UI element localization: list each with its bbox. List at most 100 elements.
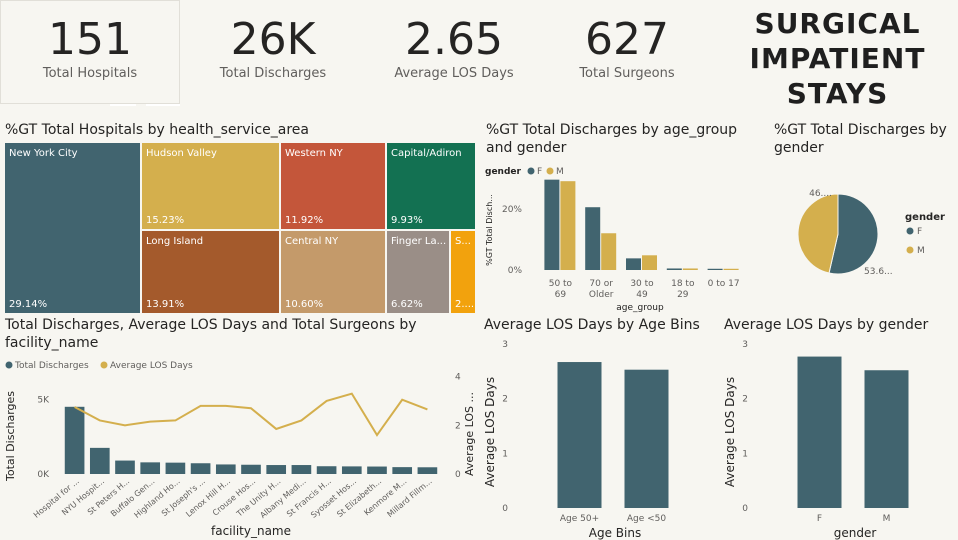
gender-los-chart-title: Average LOS Days by gender xyxy=(724,317,929,333)
bar-total-discharges xyxy=(417,467,438,474)
x-tick-label: 29 xyxy=(677,290,689,300)
treemap-cell-label: Capital/Adiron xyxy=(391,148,462,159)
bar-f xyxy=(666,268,682,270)
x-tick-label: Older xyxy=(589,290,614,300)
bar-m xyxy=(601,233,617,270)
y-tick-label-left: 0K xyxy=(37,470,50,480)
kpi-label: Total Discharges xyxy=(219,66,327,81)
legend-marker-m xyxy=(546,167,554,175)
bar-f xyxy=(626,258,641,270)
bar-f xyxy=(707,268,723,270)
treemap-cell[interactable]: Finger La... 6.62% xyxy=(386,230,450,314)
treemap-cell-value: 6.62% xyxy=(391,299,423,310)
title-line: IMPATIENT xyxy=(749,42,926,75)
facility-combo-chart[interactable]: Total Discharges Average LOS Days 0K 5K 0 2 4 T… xyxy=(0,354,476,540)
y-tick-label: 0 xyxy=(742,504,748,514)
legend-label: Total Discharges xyxy=(14,361,89,371)
legend-label: F xyxy=(537,167,542,177)
y-tick-label-left: 5K xyxy=(37,395,50,405)
kpi-total-surgeons: 627 Total Surgeons xyxy=(547,14,707,82)
y-axis-label-left: Total Discharges xyxy=(4,391,17,482)
treemap-cell[interactable]: Central NY 10.60% xyxy=(280,230,386,314)
treemap-cell-label: Hudson Valley xyxy=(146,148,217,159)
y-tick-label: 20% xyxy=(502,205,522,215)
treemap-cell[interactable]: Hudson Valley 15.23% xyxy=(141,142,280,230)
legend-label: M xyxy=(556,167,564,177)
y-tick-label: 0% xyxy=(508,266,523,276)
x-tick-label: M xyxy=(883,514,891,524)
bar-total-discharges xyxy=(64,406,85,474)
x-axis-label: gender xyxy=(834,526,877,540)
kpi-total-hospitals: 151 Total Hospitals xyxy=(10,14,170,82)
treemap-cell-value: 2.... xyxy=(455,299,475,310)
bar-total-discharges xyxy=(392,467,413,474)
kpi-value: 26K xyxy=(230,14,316,65)
title-line: STAYS xyxy=(786,77,889,110)
bar-total-discharges xyxy=(266,465,287,474)
kpi-total-discharges: 26K Total Discharges xyxy=(193,14,353,82)
age-bins-bar-chart[interactable]: 0 1 2 3 Average LOS Days Age 50+ Age <50 Age Bi… xyxy=(480,332,716,540)
bar-total-discharges xyxy=(341,466,362,474)
treemap-cell[interactable]: Capital/Adiron 9.93% xyxy=(386,142,476,230)
pie-data-label: 46.... xyxy=(809,189,832,199)
treemap-cell-label: Finger La... xyxy=(391,236,447,247)
legend-title: gender xyxy=(485,167,522,177)
treemap-cell[interactable]: New York City 29.14% xyxy=(4,142,141,314)
legend-label: Average LOS Days xyxy=(110,361,193,371)
bar-total-discharges xyxy=(215,464,236,474)
x-axis-label: age_group xyxy=(616,303,664,313)
bar-total-discharges xyxy=(316,466,337,474)
tab-marker xyxy=(110,104,136,106)
kpi-average-los: 2.65 Average LOS Days xyxy=(374,14,534,82)
line-average-los xyxy=(74,392,428,437)
kpi-value: 2.65 xyxy=(405,14,503,65)
treemap-title: %GT Total Hospitals by health_service_ar… xyxy=(5,122,309,138)
x-tick-label: F xyxy=(817,514,822,524)
bar xyxy=(864,370,909,508)
x-tick-label: 70 or xyxy=(589,279,613,289)
treemap-cell-value: 29.14% xyxy=(9,299,48,310)
bar-m xyxy=(682,268,698,270)
x-tick-label: 30 to xyxy=(630,279,654,289)
legend-marker-los xyxy=(100,361,108,369)
legend-label: F xyxy=(917,227,922,237)
title-line: SURGICAL xyxy=(754,7,921,40)
bar-f xyxy=(585,207,601,270)
legend-marker-f xyxy=(527,167,535,175)
treemap-chart[interactable]: New York City 29.14% Hudson Valley 15.23% Lo… xyxy=(4,142,476,314)
y-axis-label: Average LOS Days xyxy=(483,377,497,487)
treemap-cell[interactable]: Long Island 13.91% xyxy=(141,230,280,314)
y-tick-label-right: 2 xyxy=(455,421,461,431)
bar xyxy=(557,362,602,508)
bar-total-discharges xyxy=(291,465,312,474)
bar-total-discharges xyxy=(165,462,186,474)
pie-chart-title: %GT Total Discharges by gender xyxy=(774,122,947,156)
x-tick-label: Age 50+ xyxy=(560,514,599,524)
tab-marker xyxy=(146,104,180,106)
legend-marker-f xyxy=(906,227,914,235)
bar-m xyxy=(723,268,739,270)
x-tick-label: Age <50 xyxy=(627,514,667,524)
y-tick-label-right: 4 xyxy=(455,373,461,383)
x-tick-label: Millard Fillm... xyxy=(385,477,433,519)
age-gender-chart-title: %GT Total Discharges by age_group and ge… xyxy=(486,122,738,156)
age-bins-chart-title: Average LOS Days by Age Bins xyxy=(484,317,700,333)
bar-total-discharges xyxy=(241,464,261,474)
y-tick-label: 1 xyxy=(742,449,748,459)
treemap-cell[interactable]: S... 2.... xyxy=(450,230,476,314)
treemap-cell-value: 11.92% xyxy=(285,215,324,226)
gender-pie-chart[interactable]: 53.6... 46.... gender FM xyxy=(762,160,956,310)
bar-m xyxy=(560,181,576,270)
bar-total-discharges xyxy=(89,447,110,474)
y-tick-label: 3 xyxy=(742,340,748,350)
dashboard-title: SURGICAL IMPATIENT STAYS xyxy=(745,6,930,111)
y-tick-label: 0 xyxy=(502,504,508,514)
y-tick-label: 2 xyxy=(742,395,748,405)
treemap-cell-value: 13.91% xyxy=(146,299,185,310)
treemap-cell[interactable]: Western NY 11.92% xyxy=(280,142,386,230)
y-tick-label: 1 xyxy=(502,449,508,459)
kpi-label: Total Hospitals xyxy=(42,66,138,81)
kpi-value: 151 xyxy=(48,14,132,65)
